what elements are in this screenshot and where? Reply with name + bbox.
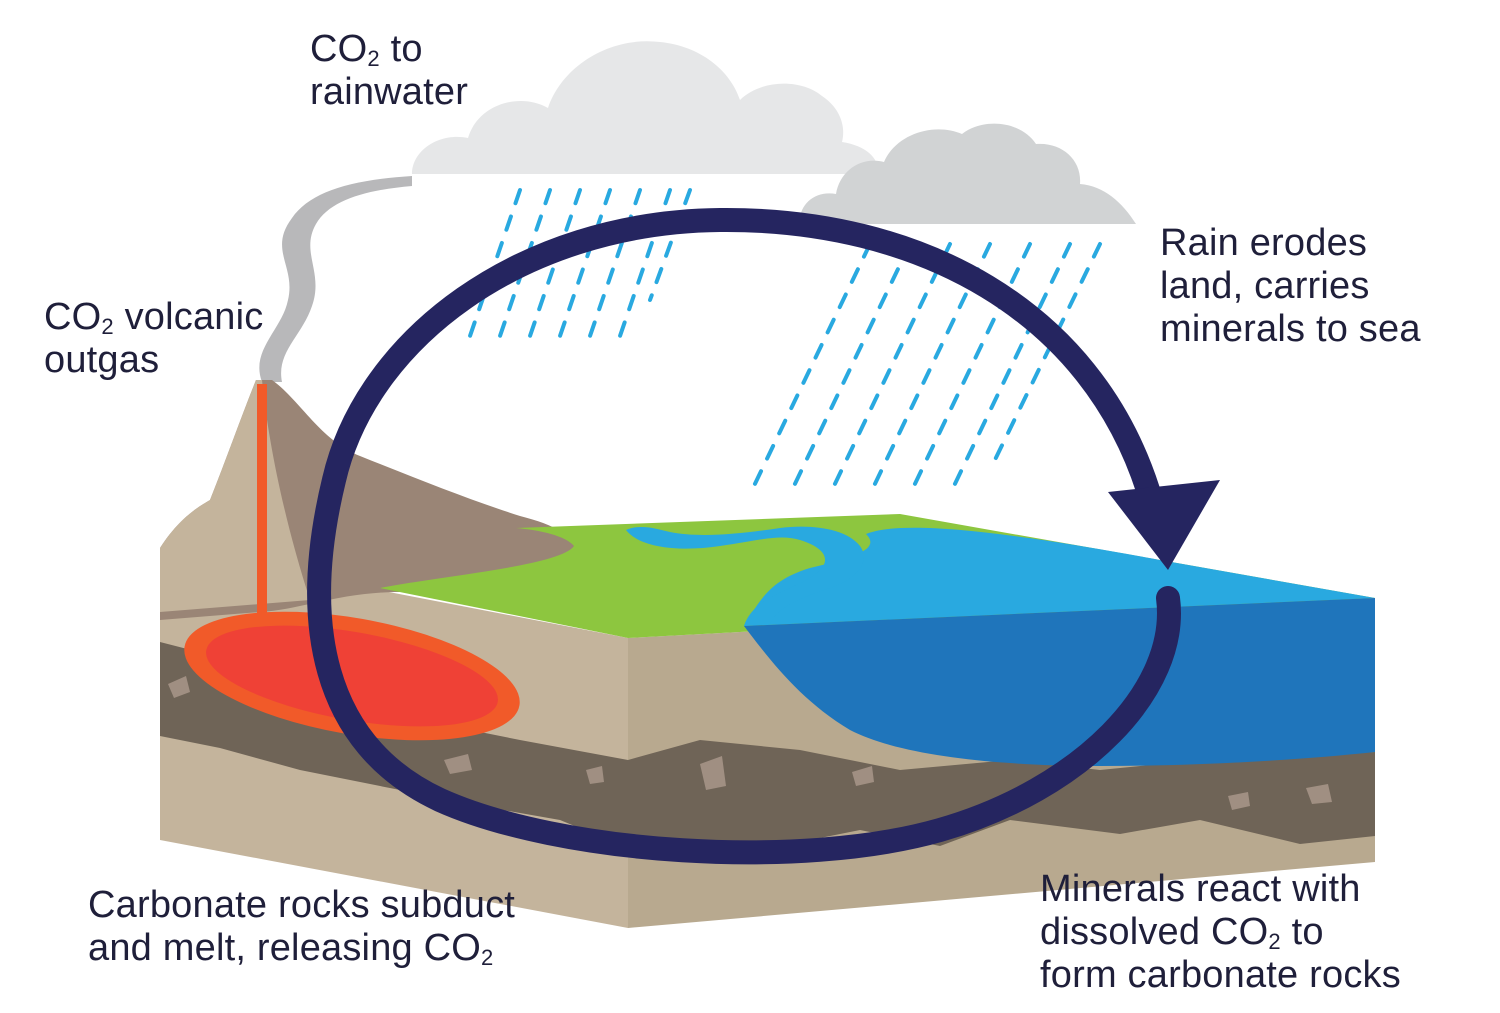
cloud-icon [412, 41, 879, 174]
label-co2-volcanic-outgas: CO2 volcanic outgas [44, 296, 264, 381]
cloud-icon [799, 123, 1136, 224]
label-carbonate-rocks-subduct: Carbonate rocks subduct and melt, releas… [88, 884, 516, 970]
label-co2-to-rainwater: CO2 to rainwater [310, 28, 469, 113]
rock-fragments [168, 676, 1332, 810]
sea-surface [744, 527, 1375, 626]
label-minerals-react: Minerals react with dissolved CO2 to for… [1040, 868, 1401, 996]
rain-icon [468, 188, 1102, 492]
river [626, 526, 864, 626]
label-rain-erodes-land: Rain erodes land, carries minerals to se… [1160, 222, 1421, 350]
magma-conduit [257, 384, 267, 624]
sea-body [744, 598, 1375, 766]
magma-chamber-inner [206, 625, 498, 727]
volcanic-smoke [259, 176, 412, 382]
cycle-arrow-icon [307, 207, 1220, 865]
volcano-light-slope [160, 380, 310, 612]
